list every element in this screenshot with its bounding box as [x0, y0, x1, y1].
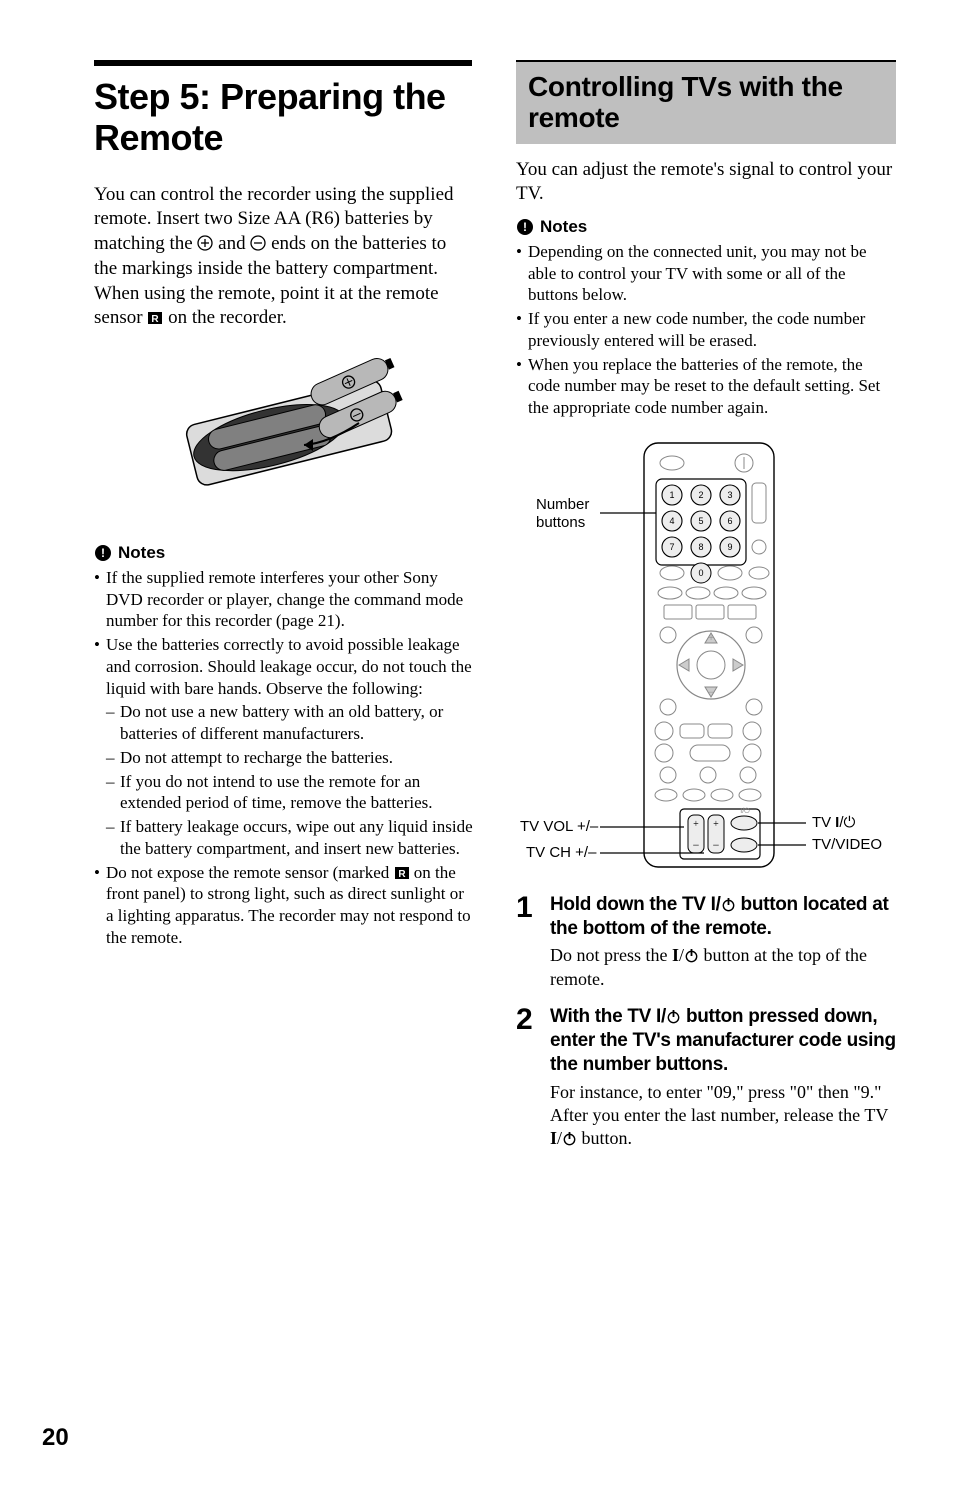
svg-text:7: 7 — [669, 542, 674, 552]
svg-text:1: 1 — [669, 490, 674, 500]
title-rule — [94, 60, 472, 66]
svg-text:−: − — [713, 838, 720, 852]
svg-text:!: ! — [523, 220, 527, 234]
svg-text:6: 6 — [727, 516, 732, 526]
page-number: 20 — [42, 1424, 69, 1452]
notes-list-right: Depending on the connected unit, you may… — [516, 241, 896, 419]
svg-text:9: 9 — [727, 542, 732, 552]
svg-text:!: ! — [101, 546, 105, 560]
label-tv-ch: TV CH +/– — [526, 844, 597, 861]
power-icon — [684, 948, 699, 963]
step-desc: For instance, to enter "09," press "0" t… — [550, 1081, 896, 1151]
note-item: Do not expose the remote sensor (marked … — [94, 862, 474, 949]
step-title-a: Hold down the TV — [550, 894, 711, 915]
note-text: Use the batteries correctly to avoid pos… — [106, 635, 472, 698]
remote-callout-diagram: 1 2 3 4 5 6 7 8 9 0 — [516, 435, 896, 875]
step-number: 2 — [516, 1005, 550, 1150]
note-item: If the supplied remote interferes your o… — [94, 567, 474, 632]
svg-text:8: 8 — [698, 542, 703, 552]
svg-text:I/⏻: I/⏻ — [740, 807, 750, 815]
notes-header-left: ! Notes — [94, 543, 474, 563]
remote-sensor-icon: R — [147, 311, 163, 325]
step-desc-b: button. — [577, 1128, 632, 1148]
step-2: 2 With the TV I/ button pressed down, en… — [516, 1005, 896, 1150]
remote-sensor-icon: R — [394, 866, 410, 880]
notes-list-left: If the supplied remote interferes your o… — [94, 567, 474, 949]
label-number-buttons-1: Number — [536, 496, 589, 513]
main-title: Step 5: Preparing the Remote — [94, 76, 474, 159]
step-title: Hold down the TV I/ button located at th… — [550, 893, 896, 941]
section-banner: Controlling TVs with the remote — [516, 60, 896, 144]
label-tv-vol: TV VOL +/– — [520, 818, 599, 835]
minus-terminal-icon — [250, 235, 266, 251]
left-column: Step 5: Preparing the Remote You can con… — [94, 60, 474, 1165]
power-icon — [721, 897, 736, 912]
right-intro: You can adjust the remote's signal to co… — [516, 158, 896, 207]
sub-note-item: If battery leakage occurs, wipe out any … — [106, 816, 474, 860]
svg-text:+: + — [708, 633, 713, 643]
notes-bullet-icon: ! — [94, 544, 112, 562]
notes-label: Notes — [118, 543, 165, 563]
svg-text:0: 0 — [698, 568, 703, 578]
svg-text:−: − — [693, 838, 700, 852]
step-desc-a: For instance, to enter "09," press "0" t… — [550, 1082, 888, 1125]
svg-text:R: R — [398, 869, 406, 880]
intro-paragraph: You can control the recorder using the s… — [94, 183, 474, 331]
note-item: If you enter a new code number, the code… — [516, 308, 896, 352]
note-item: Use the batteries correctly to avoid pos… — [94, 634, 474, 860]
power-icon — [562, 1131, 577, 1146]
intro-text-2: and — [213, 233, 250, 254]
label-tv-power: TV — [812, 814, 831, 831]
battery-insert-illustration — [149, 353, 419, 513]
note-item: When you replace the batteries of the re… — [516, 354, 896, 419]
svg-text:2: 2 — [698, 490, 703, 500]
note-after-1: Do not expose the remote sensor (marked — [106, 863, 394, 882]
power-icon — [666, 1009, 681, 1024]
svg-text:+: + — [693, 819, 699, 830]
step-title-a: With the TV — [550, 1006, 656, 1027]
svg-text:TVI/⏻: TVI/⏻ — [812, 814, 856, 831]
step-desc: Do not press the I/ button at the top of… — [550, 944, 896, 991]
sub-notes-list: Do not use a new battery with an old bat… — [106, 701, 474, 859]
sub-note-item: If you do not intend to use the remote f… — [106, 771, 474, 815]
step-number: 1 — [516, 893, 550, 991]
sub-note-item: Do not attempt to recharge the batteries… — [106, 747, 474, 769]
svg-text:4: 4 — [669, 516, 674, 526]
note-item: Depending on the connected unit, you may… — [516, 241, 896, 306]
notes-bullet-icon: ! — [516, 218, 534, 236]
sub-note-item: Do not use a new battery with an old bat… — [106, 701, 474, 745]
svg-text:5: 5 — [698, 516, 703, 526]
svg-text:R: R — [152, 314, 160, 325]
notes-label: Notes — [540, 217, 587, 237]
label-tv-video: TV/VIDEO — [812, 836, 882, 853]
svg-text:−: − — [708, 687, 713, 697]
svg-text:+: + — [713, 819, 719, 830]
intro-text-4: on the recorder. — [163, 307, 286, 328]
step-1: 1 Hold down the TV I/ button located at … — [516, 893, 896, 991]
svg-text:3: 3 — [727, 490, 732, 500]
plus-terminal-icon — [197, 235, 213, 251]
step-title: With the TV I/ button pressed down, ente… — [550, 1005, 896, 1076]
label-number-buttons-2: buttons — [536, 514, 585, 531]
right-column: Controlling TVs with the remote You can … — [516, 60, 896, 1165]
step-desc-a: Do not press the — [550, 945, 672, 965]
notes-header-right: ! Notes — [516, 217, 896, 237]
